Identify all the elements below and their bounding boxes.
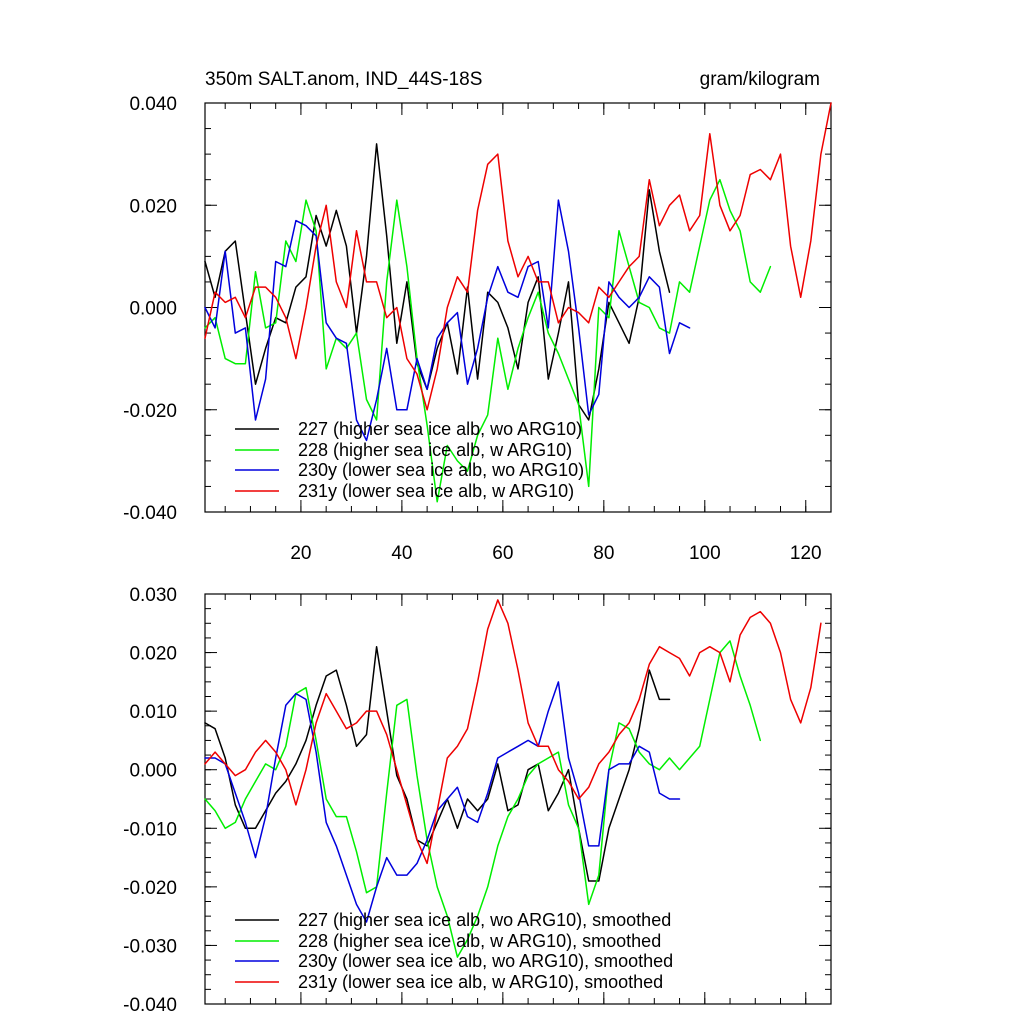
bottom-panel: 0.030 0.020 0.010 0.000 -0.010 -0.020 -0… [123,585,832,1016]
bottom-axis-ticks [205,593,831,1005]
legend-label-231y: 231y (lower sea ice alb, w ARG10) [298,481,574,501]
y-tick-label: -0.020 [123,878,177,899]
smoothed-line-228 [204,640,762,958]
y-tick-label: -0.040 [123,503,177,524]
x-tick-label: 60 [492,543,513,564]
legend-label-230y-smoothed: 230y (lower sea ice alb, wo ARG10), smoo… [298,951,673,971]
y-tick-label: 0.000 [129,299,177,320]
bottom-legend: 227 (higher sea ice alb, wo ARG10), smoo… [235,910,673,992]
units-label: gram/kilogram [700,69,820,90]
top-series [204,102,832,503]
legend-label-228-smoothed: 228 (higher sea ice alb, w ARG10), smoot… [298,931,661,951]
legend-label-231y-smoothed: 231y (lower sea ice alb, w ARG10), smoot… [298,972,663,992]
chart-title: 350m SALT.anom, IND_44S-18S [205,69,482,90]
top-panel: 350m SALT.anom, IND_44S-18S gram/kilogra… [123,69,832,564]
y-tick-label: -0.040 [123,995,177,1016]
legend-label-227: 227 (higher sea ice alb, wo ARG10) [298,419,582,439]
y-tick-label: 0.020 [129,644,177,665]
top-y-tick-labels: 0.040 0.020 0.000 -0.020 -0.040 [123,94,177,524]
top-legend: 227 (higher sea ice alb, wo ARG10) 228 (… [235,419,584,501]
top-x-tick-labels: 20 40 60 80 100 120 [290,543,821,564]
smoothed-line-231y [204,599,822,865]
y-tick-label: -0.020 [123,401,177,422]
x-tick-label: 120 [790,543,822,564]
series-line-227 [204,143,671,421]
y-tick-label: 0.030 [129,585,177,606]
bottom-series [204,599,822,958]
bottom-y-tick-labels: 0.030 0.020 0.010 0.000 -0.010 -0.020 -0… [123,585,177,1016]
x-tick-label: 40 [391,543,412,564]
legend-label-230y: 230y (lower sea ice alb, wo ARG10) [298,460,584,480]
series-line-228 [204,178,772,503]
x-tick-label: 80 [593,543,614,564]
x-tick-label: 100 [689,543,721,564]
series-line-230y [204,199,691,442]
legend-label-227-smoothed: 227 (higher sea ice alb, wo ARG10), smoo… [298,910,671,930]
y-tick-label: 0.000 [129,761,177,782]
y-tick-label: -0.010 [123,819,177,840]
y-tick-label: 0.010 [129,702,177,723]
smoothed-line-227 [204,645,671,882]
y-tick-label: 0.040 [129,94,177,115]
x-tick-label: 20 [290,543,311,564]
series-line-231y [204,102,832,411]
y-tick-label: 0.020 [129,196,177,217]
smoothed-line-230y [204,681,681,923]
y-tick-label: -0.030 [123,936,177,957]
legend-label-228: 228 (higher sea ice alb, w ARG10) [298,440,572,460]
